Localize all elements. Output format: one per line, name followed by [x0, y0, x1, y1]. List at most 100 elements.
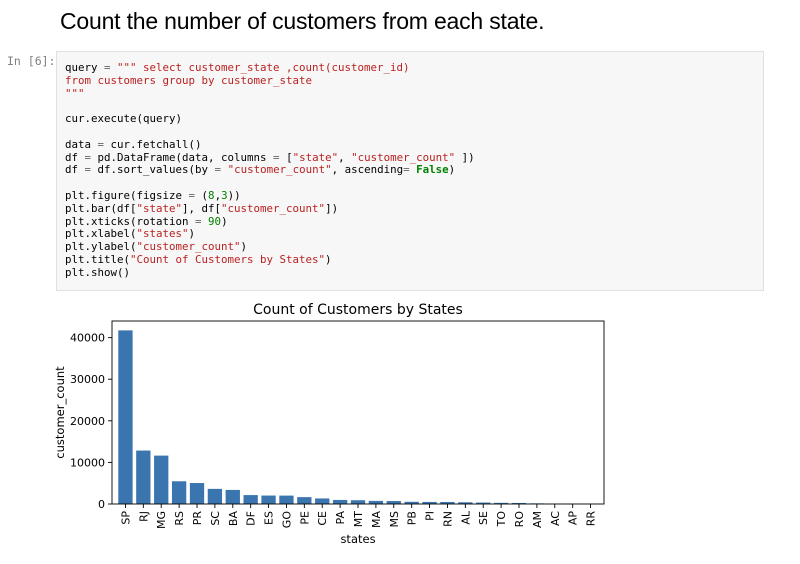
x-tick-label: MS: [388, 511, 401, 527]
x-tick-label: SP: [119, 511, 132, 525]
x-tick-label: ES: [263, 511, 276, 525]
code-line: from customers group by customer_state: [65, 75, 763, 88]
bar-PE: [297, 497, 311, 504]
code-token: plt.ylabel(: [65, 240, 137, 253]
code-token: pd.DataFrame(data, columns: [91, 151, 273, 164]
bar-PR: [190, 483, 204, 504]
bar-MT: [351, 500, 365, 504]
code-token: query: [65, 61, 104, 74]
code-token: , ascending: [332, 163, 404, 176]
code-token: ): [221, 215, 228, 228]
y-tick-label: 0: [98, 498, 105, 511]
code-token: "state": [293, 151, 339, 164]
bar-DF: [244, 495, 258, 504]
code-token: ]): [455, 151, 475, 164]
y-tick-label: 20000: [70, 415, 105, 428]
code-token: plt.bar(df[: [65, 202, 137, 215]
bar-BA: [226, 490, 240, 504]
code-token: plt.figure(figsize: [65, 189, 189, 202]
bar-SC: [208, 489, 222, 504]
x-tick-label: RN: [441, 511, 454, 527]
code-line: cur.execute(query): [65, 113, 763, 126]
x-tick-label: AL: [459, 510, 472, 525]
x-tick-label: AC: [549, 511, 562, 526]
bar-RJ: [136, 451, 150, 504]
x-tick-label: SE: [477, 511, 490, 525]
x-tick-label: PB: [406, 511, 419, 525]
x-tick-label: AP: [567, 511, 580, 526]
code-token: "states": [137, 227, 189, 240]
x-tick-label: AM: [531, 511, 544, 528]
x-tick-label: CE: [316, 511, 329, 526]
bar-GO: [279, 496, 293, 504]
code-token: ): [189, 227, 196, 240]
x-tick-label: MA: [370, 511, 383, 528]
x-tick-label: MG: [155, 511, 168, 529]
code-token: ]): [325, 202, 338, 215]
bar-SP: [118, 330, 132, 504]
x-tick-label: RR: [585, 511, 598, 527]
code-token: cur.execute(query): [65, 112, 182, 125]
bar-PA: [333, 500, 347, 504]
code-token: from customers group by customer_state: [65, 74, 312, 87]
code-token: 90: [208, 215, 221, 228]
x-tick-label: PI: [424, 511, 437, 521]
code-token: )): [228, 189, 241, 202]
x-tick-label: PA: [334, 511, 347, 525]
x-tick-label: PE: [298, 511, 311, 525]
x-tick-label: BA: [227, 511, 240, 527]
cell-prompt: In [6]:: [7, 54, 55, 68]
code-token: ): [241, 240, 248, 253]
chart-title: Count of Customers by States: [253, 302, 463, 318]
x-tick-label: GO: [280, 511, 293, 529]
code-cell-input[interactable]: query = """ select customer_state ,count…: [56, 51, 764, 291]
x-tick-label: RO: [513, 511, 526, 528]
code-token: data: [65, 138, 98, 151]
code-token: df: [65, 151, 85, 164]
code-token: plt.xticks(rotation: [65, 215, 195, 228]
code-token: df: [65, 163, 85, 176]
code-token: "customer_count": [351, 151, 455, 164]
code-line: plt.show(): [65, 267, 763, 280]
code-line: """: [65, 88, 763, 101]
bar-CE: [315, 498, 329, 504]
code-token: plt.title(: [65, 253, 130, 266]
x-axis-label: states: [340, 532, 375, 546]
code-token: "state": [137, 202, 183, 215]
code-token: ): [325, 253, 332, 266]
code-token: "customer_count": [221, 202, 325, 215]
bar-chart: Count of Customers by States010000200003…: [0, 295, 800, 559]
code-token: ): [449, 163, 456, 176]
plot-frame: [112, 321, 604, 504]
bar-RS: [172, 481, 186, 504]
y-axis-label: customer_count: [53, 366, 67, 459]
x-tick-label: SC: [209, 511, 222, 526]
x-tick-label: DF: [245, 511, 258, 526]
x-tick-label: PR: [191, 511, 204, 526]
code-token: plt.show(): [65, 266, 130, 279]
x-tick-label: MT: [352, 511, 365, 527]
bar-MG: [154, 456, 168, 504]
code-token: plt.xlabel(: [65, 227, 137, 240]
code-token: ,: [338, 151, 351, 164]
code-token: [: [280, 151, 293, 164]
x-tick-label: RJ: [137, 511, 150, 522]
code-editor[interactable]: query = """ select customer_state ,count…: [57, 52, 763, 280]
code-token: False: [416, 163, 449, 176]
code-token: (: [195, 189, 208, 202]
y-tick-label: 30000: [70, 373, 105, 386]
bar-ES: [261, 496, 275, 504]
y-tick-label: 40000: [70, 332, 105, 345]
code-token: df.sort_values(by: [91, 163, 215, 176]
code-token: """: [65, 87, 85, 100]
bar-MA: [369, 501, 383, 504]
x-tick-label: RS: [173, 511, 186, 526]
cell-heading: Count the number of customers from each …: [60, 8, 544, 35]
x-tick-label: TO: [495, 511, 508, 528]
code-token: ], df[: [182, 202, 221, 215]
code-token: "customer_count": [137, 240, 241, 253]
code-token: "Count of Customers by States": [130, 253, 325, 266]
code-line: plt.title("Count of Customers by States"…: [65, 254, 763, 267]
code-token: """ select customer_state ,count(custome…: [117, 61, 410, 74]
